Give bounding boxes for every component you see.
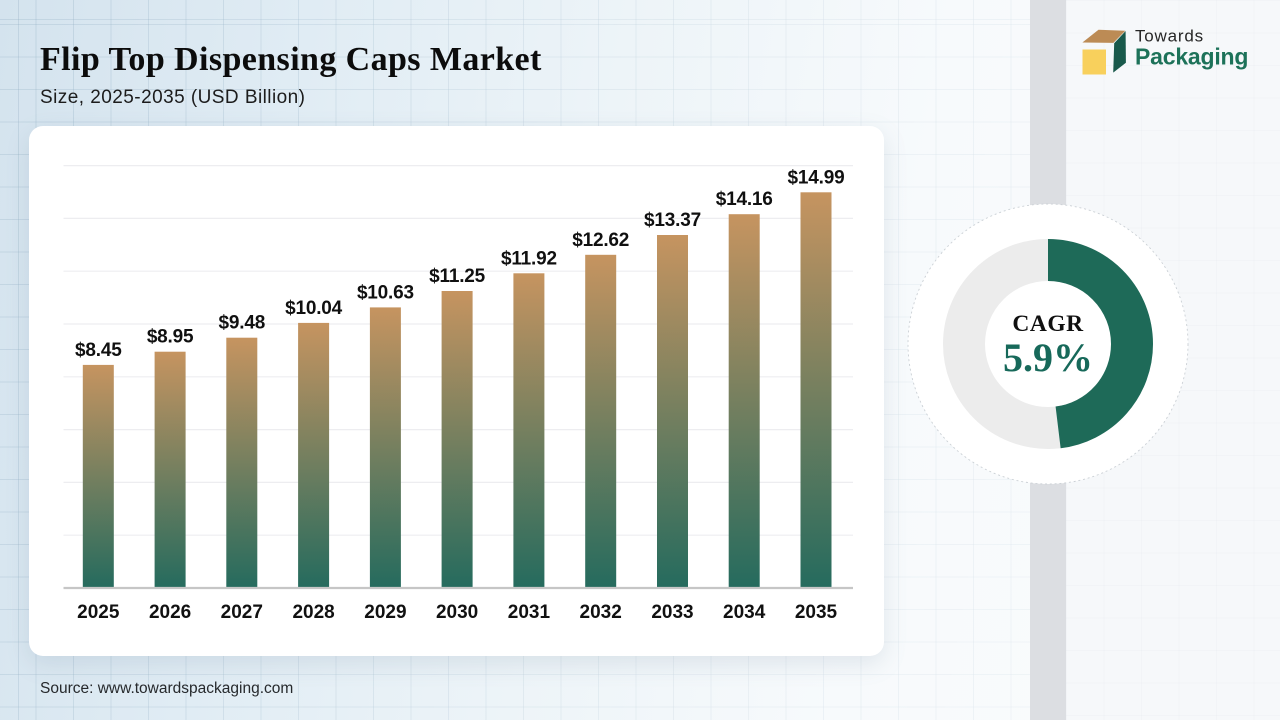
svg-text:Towards: Towards [1135, 27, 1204, 46]
svg-text:$14.16: $14.16 [716, 189, 773, 210]
svg-text:2030: 2030 [436, 602, 478, 623]
svg-text:$14.99: $14.99 [788, 167, 845, 188]
svg-text:2035: 2035 [795, 602, 838, 623]
svg-text:$8.95: $8.95 [147, 327, 194, 348]
svg-text:$10.63: $10.63 [357, 282, 414, 303]
svg-text:$8.45: $8.45 [75, 340, 122, 361]
svg-text:$12.62: $12.62 [572, 230, 629, 251]
svg-text:CAGR: CAGR [1012, 311, 1084, 337]
svg-text:2033: 2033 [651, 602, 693, 623]
svg-text:$10.04: $10.04 [285, 298, 343, 319]
svg-text:Packaging: Packaging [1135, 44, 1248, 70]
svg-text:$11.25: $11.25 [429, 266, 485, 287]
svg-text:2031: 2031 [508, 602, 551, 623]
svg-text:2025: 2025 [77, 602, 120, 623]
svg-text:2029: 2029 [364, 602, 406, 623]
svg-text:$9.48: $9.48 [219, 313, 266, 334]
svg-text:2034: 2034 [723, 602, 766, 623]
svg-text:2032: 2032 [580, 602, 622, 623]
svg-text:2028: 2028 [292, 602, 334, 623]
svg-text:$11.92: $11.92 [501, 248, 557, 269]
svg-text:$13.37: $13.37 [644, 210, 701, 231]
svg-text:5.9%: 5.9% [1003, 335, 1093, 380]
svg-text:2027: 2027 [221, 602, 263, 623]
svg-text:2026: 2026 [149, 602, 191, 623]
